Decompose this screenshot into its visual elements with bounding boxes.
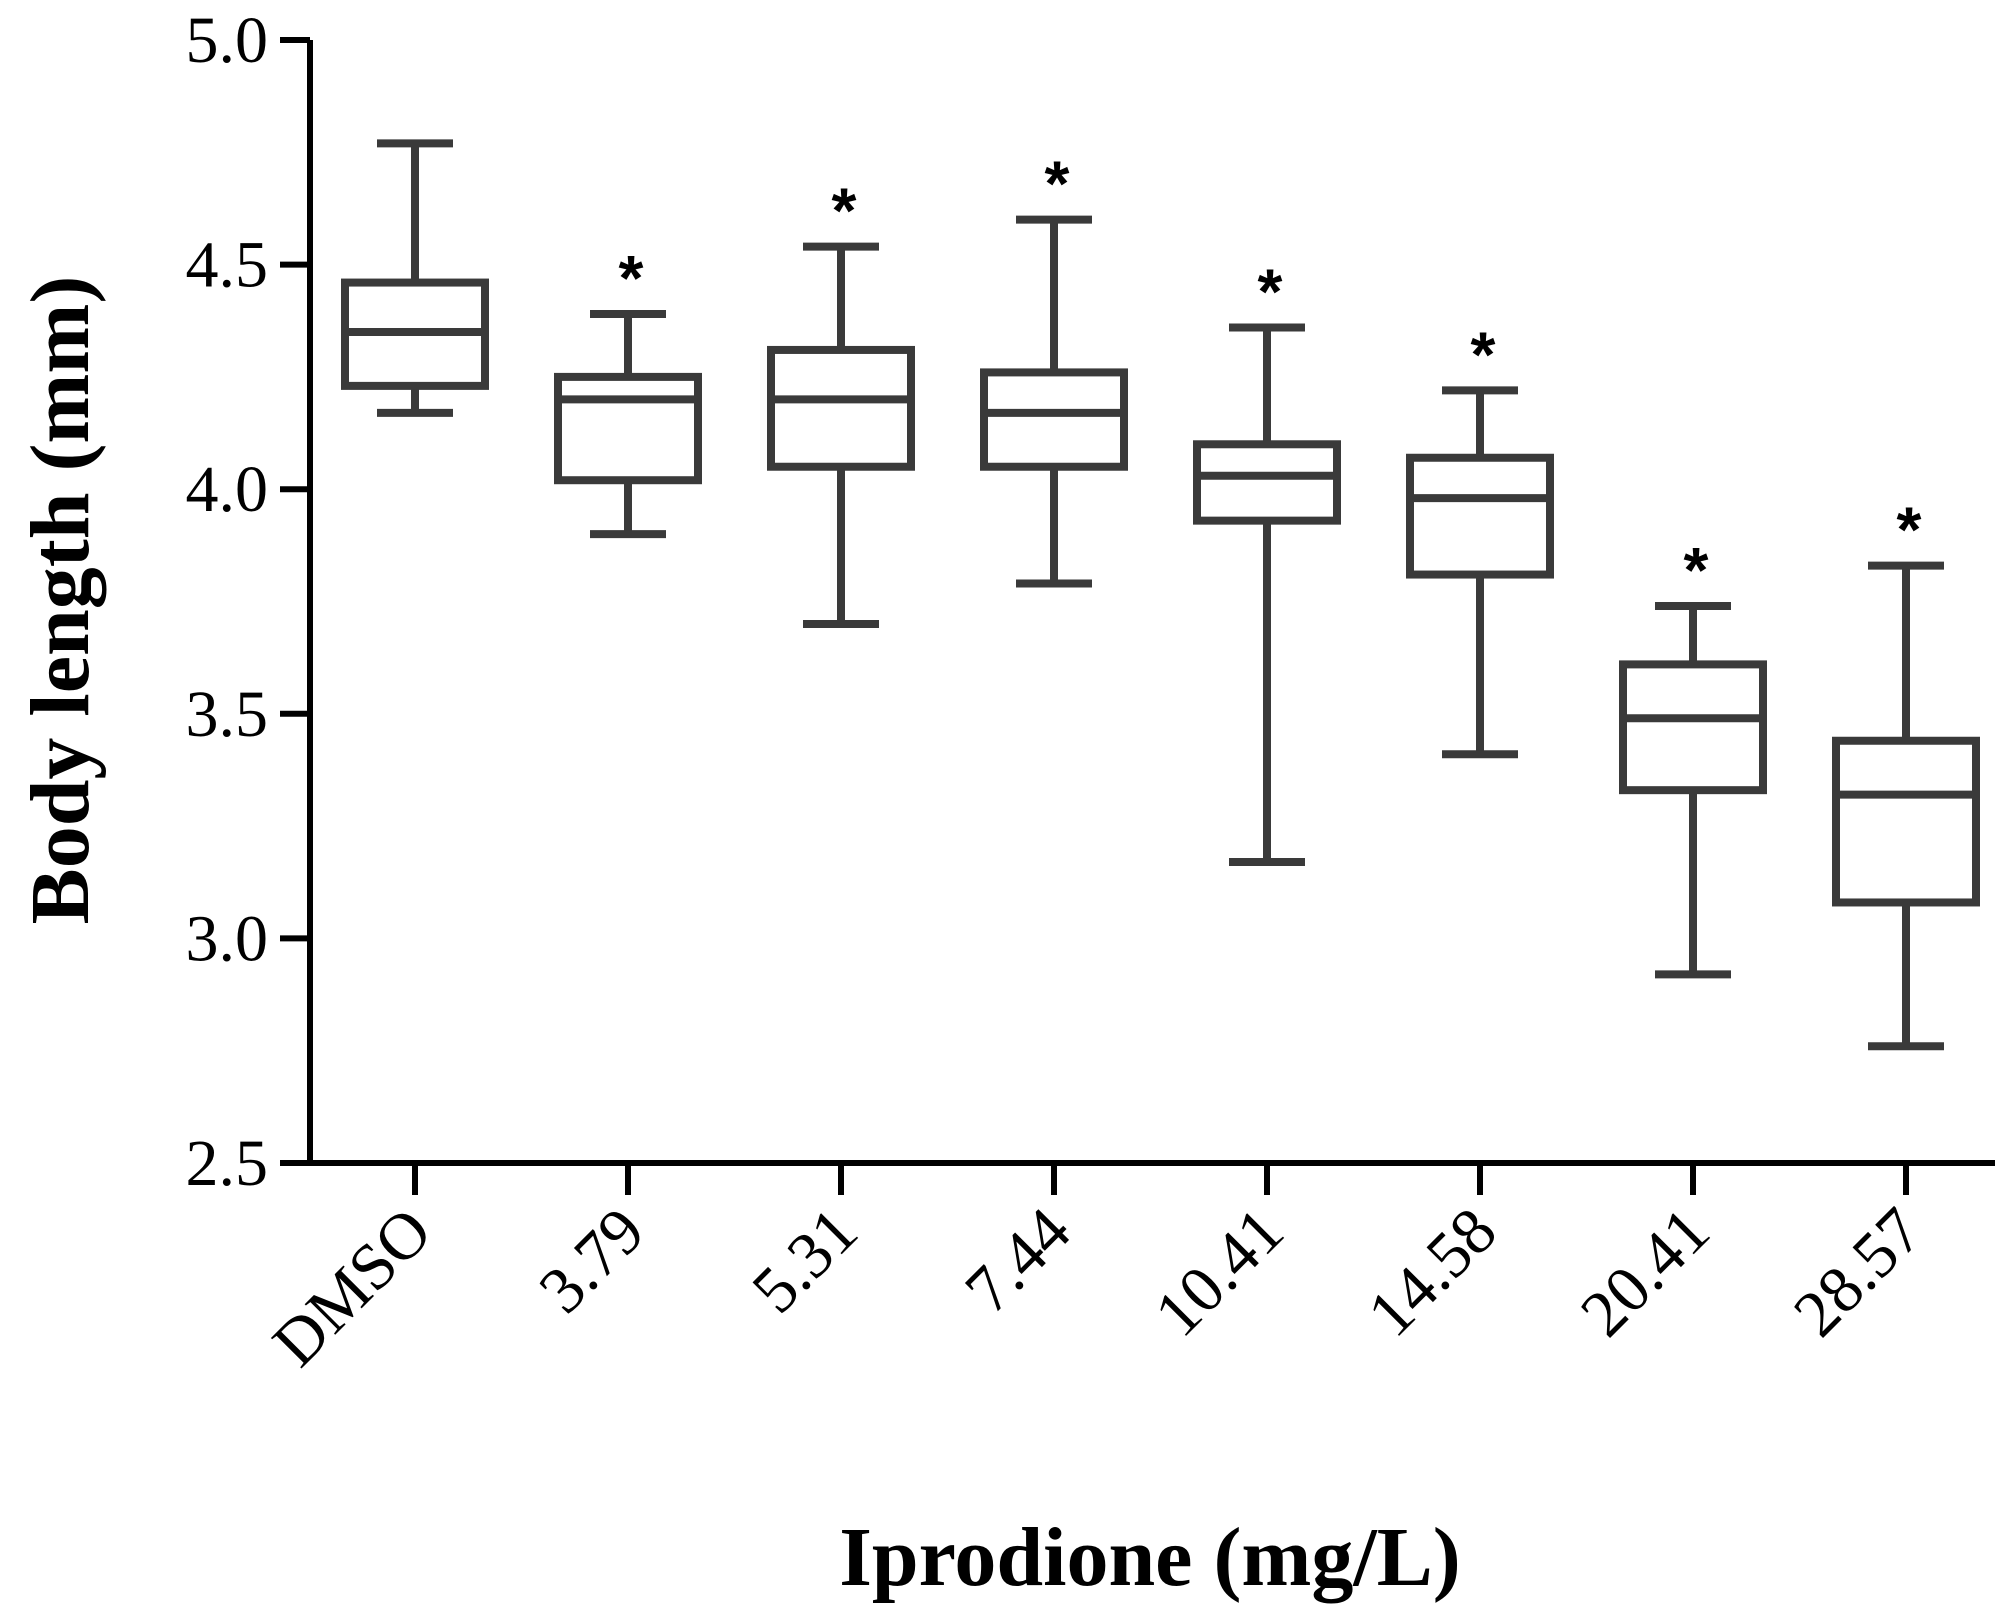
x-tick-label-DMSO: DMSO xyxy=(259,1194,445,1380)
y-axis-ticks: 2.5 3.0 3.5 4.0 4.5 5.0 xyxy=(186,4,310,1200)
x-tick-label-5.31: 5.31 xyxy=(738,1194,871,1327)
interquartile-box xyxy=(1619,660,1767,795)
box-group-5.31: * xyxy=(767,175,915,628)
box-group-7.44: * xyxy=(980,148,1128,588)
y-tick-label-3.5: 3.5 xyxy=(186,678,269,751)
significance-asterisk: * xyxy=(1258,255,1283,327)
x-tick-label-28.57: 28.57 xyxy=(1780,1194,1937,1351)
x-tick-label-20.41: 20.41 xyxy=(1567,1194,1724,1351)
x-tick-label-3.79: 3.79 xyxy=(525,1194,658,1327)
significance-asterisk: * xyxy=(619,242,644,314)
y-tick-label-4.5: 4.5 xyxy=(186,229,269,302)
y-tick-label-4.0: 4.0 xyxy=(186,453,269,526)
x-axis-title: Iprodione (mg/L) xyxy=(839,1511,1461,1604)
interquartile-box xyxy=(1193,440,1341,525)
significance-asterisk: * xyxy=(1897,494,1922,566)
box-group-14.58: * xyxy=(1406,318,1554,759)
box-group-10.41: * xyxy=(1193,255,1341,867)
y-tick-label-3.0: 3.0 xyxy=(186,902,269,975)
significance-asterisk: * xyxy=(1471,318,1496,390)
y-axis-title: Body length (mm) xyxy=(14,276,107,925)
interquartile-box xyxy=(554,372,702,485)
x-tick-label-14.58: 14.58 xyxy=(1354,1194,1511,1351)
box-group-20.41: * xyxy=(1619,534,1767,979)
interquartile-box xyxy=(1832,736,1980,907)
box-group-DMSO xyxy=(341,139,489,417)
significance-asterisk: * xyxy=(1684,534,1709,606)
x-tick-label-10.41: 10.41 xyxy=(1141,1194,1298,1351)
y-tick-label-5.0: 5.0 xyxy=(186,4,269,77)
significance-asterisk: * xyxy=(1045,148,1070,220)
box-group-28.57: * xyxy=(1832,494,1980,1051)
box-plot-series: * * * * * * * xyxy=(341,139,1980,1051)
significance-asterisk: * xyxy=(832,175,857,247)
interquartile-box xyxy=(767,345,915,471)
y-tick-label-2.5: 2.5 xyxy=(186,1127,269,1200)
interquartile-box xyxy=(980,368,1128,471)
x-tick-label-7.44: 7.44 xyxy=(951,1194,1084,1327)
box-group-3.79: * xyxy=(554,242,702,539)
x-axis-ticks: DMSO 3.79 5.31 7.44 10.41 14.58 20.41 28.57 xyxy=(259,1163,1937,1380)
interquartile-box xyxy=(1406,453,1554,579)
